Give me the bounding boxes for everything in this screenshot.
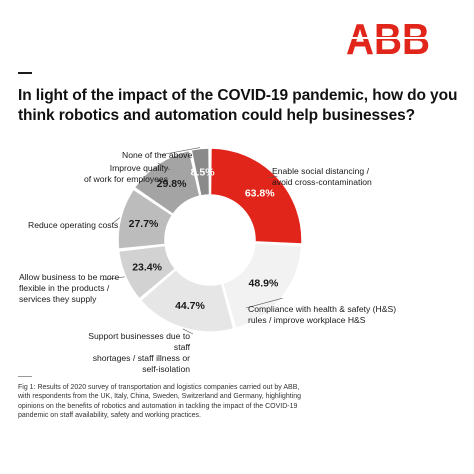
label-quality-of-work: Improve quality of work for employees (83, 163, 168, 184)
slice-quality-of-work (133, 149, 201, 216)
value-label-none-of-the-above: 8.5% (191, 166, 216, 178)
slice-staff-shortages (139, 268, 235, 333)
page-title: In light of the impact of the COVID-19 p… (18, 87, 458, 124)
label-staff-shortages: Support businesses due to staff shortages… (88, 331, 190, 374)
logo-slit (345, 37, 431, 39)
value-label-reduce-costs: 27.7% (129, 218, 159, 230)
leader-line-quality-of-work (157, 162, 171, 171)
title-rule (18, 72, 32, 74)
abb-logo: ABB (345, 18, 431, 56)
label-social-distancing: Enable social distancing / avoid cross-co… (272, 166, 372, 187)
leader-line-flexibility (101, 276, 125, 281)
label-reduce-costs: Reduce operating costs (28, 220, 119, 230)
value-label-social-distancing: 63.8% (245, 187, 275, 199)
slice-none-of-the-above (190, 147, 211, 197)
value-label-staff-shortages: 44.7% (175, 300, 205, 312)
leader-line-staff-shortages (182, 328, 194, 335)
value-label-quality-of-work: 29.8% (157, 178, 187, 190)
slice-social-distancing (209, 147, 303, 245)
figure-caption: Fig 1: Results of 2020 survey of transpo… (18, 384, 301, 420)
label-flexibility: Allow business to be more flexible in the… (19, 272, 120, 304)
leader-line-reduce-costs (111, 217, 120, 225)
leader-line-health-safety (245, 297, 283, 309)
value-label-flexibility: 23.4% (132, 262, 162, 274)
caption-rule (18, 376, 32, 377)
leader-line-none-of-the-above (159, 147, 201, 156)
label-none-of-the-above: None of the above (122, 150, 193, 160)
logo-divider (373, 18, 375, 56)
slice-flexibility (117, 244, 177, 300)
logo-divider (402, 18, 404, 56)
label-health-safety: Compliance with health & safety (H&S) rul… (248, 304, 397, 325)
slice-health-safety (221, 242, 303, 330)
value-label-health-safety: 48.9% (249, 277, 279, 289)
leader-line-social-distancing (267, 175, 278, 179)
slice-reduce-costs (117, 188, 174, 250)
